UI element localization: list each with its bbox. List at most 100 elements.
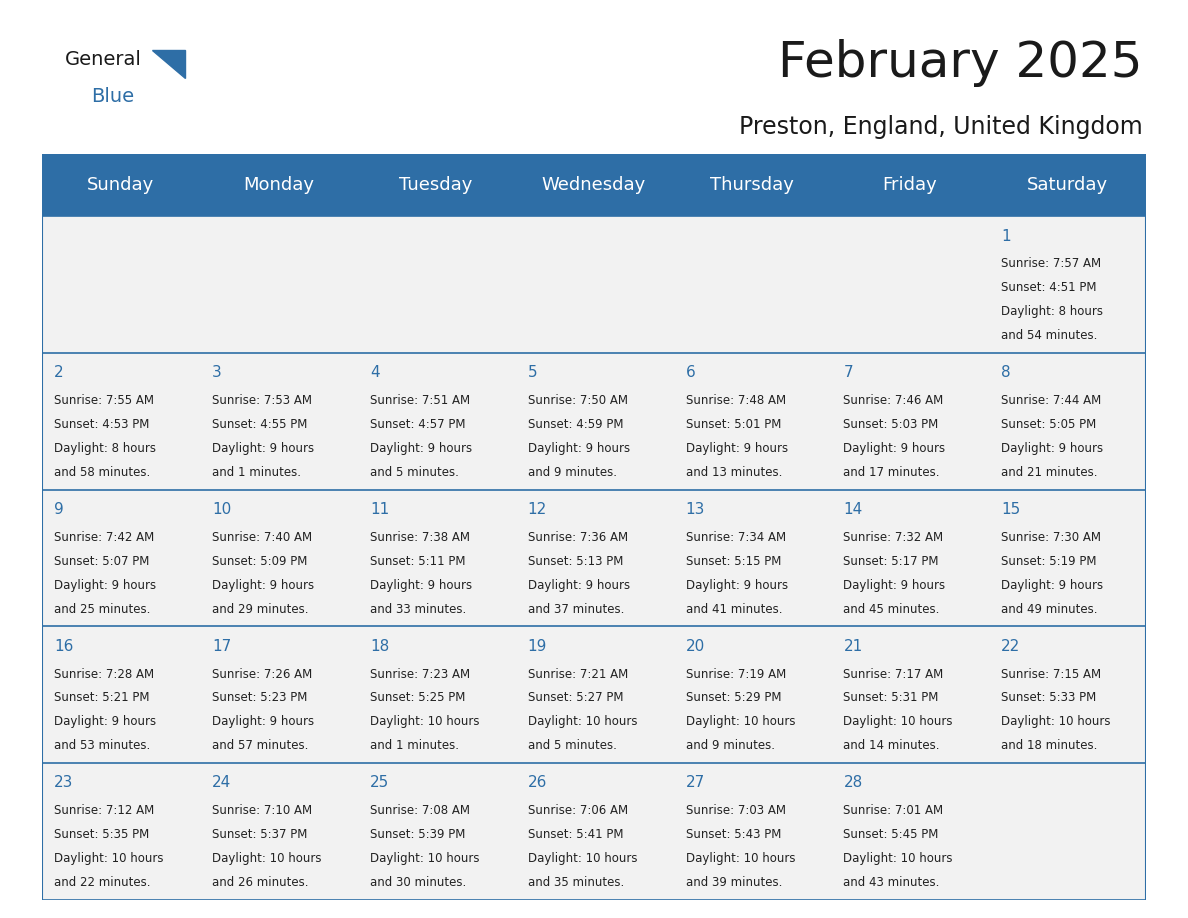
Text: Friday: Friday bbox=[883, 176, 937, 195]
Bar bbox=[516, 216, 672, 353]
Text: Sunset: 5:11 PM: Sunset: 5:11 PM bbox=[369, 554, 466, 567]
Text: 7: 7 bbox=[843, 365, 853, 380]
Text: 5: 5 bbox=[527, 365, 537, 380]
Text: Sunset: 4:59 PM: Sunset: 4:59 PM bbox=[527, 418, 624, 431]
Text: and 53 minutes.: and 53 minutes. bbox=[55, 739, 151, 753]
Text: Daylight: 8 hours: Daylight: 8 hours bbox=[1001, 306, 1104, 319]
Text: Sunrise: 7:30 AM: Sunrise: 7:30 AM bbox=[1001, 531, 1101, 543]
Text: and 21 minutes.: and 21 minutes. bbox=[1001, 466, 1098, 479]
Text: Sunset: 5:07 PM: Sunset: 5:07 PM bbox=[55, 554, 150, 567]
Text: 8: 8 bbox=[1001, 365, 1011, 380]
Text: Sunset: 5:41 PM: Sunset: 5:41 PM bbox=[527, 828, 624, 841]
Text: Sunrise: 7:42 AM: Sunrise: 7:42 AM bbox=[55, 531, 154, 543]
Bar bbox=[42, 489, 200, 626]
Text: and 25 minutes.: and 25 minutes. bbox=[55, 602, 151, 616]
Text: 6: 6 bbox=[685, 365, 695, 380]
Text: Sunrise: 7:50 AM: Sunrise: 7:50 AM bbox=[527, 394, 627, 407]
Bar bbox=[358, 489, 516, 626]
Text: Daylight: 9 hours: Daylight: 9 hours bbox=[211, 442, 314, 455]
Bar bbox=[42, 154, 1146, 216]
Text: Daylight: 9 hours: Daylight: 9 hours bbox=[843, 578, 946, 592]
Text: 26: 26 bbox=[527, 776, 548, 790]
Text: Daylight: 9 hours: Daylight: 9 hours bbox=[369, 442, 472, 455]
Text: Daylight: 8 hours: Daylight: 8 hours bbox=[55, 442, 156, 455]
Text: 16: 16 bbox=[55, 639, 74, 654]
Bar bbox=[200, 216, 358, 353]
Text: 15: 15 bbox=[1001, 502, 1020, 517]
Text: 28: 28 bbox=[843, 776, 862, 790]
Bar bbox=[988, 216, 1146, 353]
Bar bbox=[200, 353, 358, 489]
Text: Sunset: 5:05 PM: Sunset: 5:05 PM bbox=[1001, 418, 1097, 431]
Text: Daylight: 10 hours: Daylight: 10 hours bbox=[1001, 715, 1111, 728]
Bar bbox=[200, 489, 358, 626]
Text: Daylight: 10 hours: Daylight: 10 hours bbox=[843, 715, 953, 728]
Text: Daylight: 9 hours: Daylight: 9 hours bbox=[1001, 578, 1104, 592]
Text: Sunset: 4:55 PM: Sunset: 4:55 PM bbox=[211, 418, 308, 431]
Bar bbox=[830, 353, 988, 489]
Text: Sunrise: 7:15 AM: Sunrise: 7:15 AM bbox=[1001, 667, 1101, 680]
Text: and 9 minutes.: and 9 minutes. bbox=[527, 466, 617, 479]
Text: Sunrise: 7:36 AM: Sunrise: 7:36 AM bbox=[527, 531, 627, 543]
Text: and 17 minutes.: and 17 minutes. bbox=[843, 466, 940, 479]
Bar bbox=[672, 763, 830, 900]
Bar bbox=[358, 763, 516, 900]
Text: 19: 19 bbox=[527, 639, 548, 654]
Text: Blue: Blue bbox=[91, 87, 134, 106]
Text: Sunrise: 7:28 AM: Sunrise: 7:28 AM bbox=[55, 667, 154, 680]
Text: 12: 12 bbox=[527, 502, 546, 517]
Text: Sunset: 5:27 PM: Sunset: 5:27 PM bbox=[527, 691, 624, 704]
Text: Sunset: 5:03 PM: Sunset: 5:03 PM bbox=[843, 418, 939, 431]
Text: Daylight: 9 hours: Daylight: 9 hours bbox=[211, 578, 314, 592]
Text: Sunrise: 7:23 AM: Sunrise: 7:23 AM bbox=[369, 667, 470, 680]
Text: Daylight: 10 hours: Daylight: 10 hours bbox=[685, 852, 795, 865]
Text: Sunset: 5:17 PM: Sunset: 5:17 PM bbox=[843, 554, 939, 567]
Text: and 13 minutes.: and 13 minutes. bbox=[685, 466, 782, 479]
Bar bbox=[358, 353, 516, 489]
Text: Sunset: 5:19 PM: Sunset: 5:19 PM bbox=[1001, 554, 1097, 567]
Text: Sunset: 5:01 PM: Sunset: 5:01 PM bbox=[685, 418, 781, 431]
Text: and 43 minutes.: and 43 minutes. bbox=[843, 876, 940, 889]
Text: Sunset: 5:13 PM: Sunset: 5:13 PM bbox=[527, 554, 623, 567]
Text: Sunrise: 7:32 AM: Sunrise: 7:32 AM bbox=[843, 531, 943, 543]
Text: Sunset: 5:35 PM: Sunset: 5:35 PM bbox=[55, 828, 150, 841]
Text: 18: 18 bbox=[369, 639, 390, 654]
Bar bbox=[672, 216, 830, 353]
Bar bbox=[200, 763, 358, 900]
Text: and 18 minutes.: and 18 minutes. bbox=[1001, 739, 1098, 753]
Text: Daylight: 9 hours: Daylight: 9 hours bbox=[1001, 442, 1104, 455]
Text: Sunrise: 7:46 AM: Sunrise: 7:46 AM bbox=[843, 394, 943, 407]
Text: Sunrise: 7:48 AM: Sunrise: 7:48 AM bbox=[685, 394, 785, 407]
Text: Sunrise: 7:40 AM: Sunrise: 7:40 AM bbox=[211, 531, 312, 543]
Bar bbox=[516, 353, 672, 489]
Text: Sunset: 5:15 PM: Sunset: 5:15 PM bbox=[685, 554, 781, 567]
Text: Sunrise: 7:17 AM: Sunrise: 7:17 AM bbox=[843, 667, 943, 680]
Text: 22: 22 bbox=[1001, 639, 1020, 654]
Text: Daylight: 10 hours: Daylight: 10 hours bbox=[369, 715, 480, 728]
Text: Sunset: 5:31 PM: Sunset: 5:31 PM bbox=[843, 691, 939, 704]
Bar bbox=[672, 353, 830, 489]
Text: 24: 24 bbox=[211, 776, 232, 790]
Text: and 37 minutes.: and 37 minutes. bbox=[527, 602, 624, 616]
Bar bbox=[830, 216, 988, 353]
Text: Daylight: 10 hours: Daylight: 10 hours bbox=[55, 852, 164, 865]
Bar bbox=[358, 216, 516, 353]
Text: and 26 minutes.: and 26 minutes. bbox=[211, 876, 309, 889]
Text: 9: 9 bbox=[55, 502, 64, 517]
Text: and 30 minutes.: and 30 minutes. bbox=[369, 876, 466, 889]
Bar bbox=[516, 626, 672, 763]
Text: 2: 2 bbox=[55, 365, 64, 380]
Text: 13: 13 bbox=[685, 502, 704, 517]
Text: Sunset: 5:29 PM: Sunset: 5:29 PM bbox=[685, 691, 781, 704]
Text: Daylight: 10 hours: Daylight: 10 hours bbox=[843, 852, 953, 865]
Text: and 9 minutes.: and 9 minutes. bbox=[685, 739, 775, 753]
Text: Thursday: Thursday bbox=[710, 176, 794, 195]
Text: Daylight: 9 hours: Daylight: 9 hours bbox=[55, 578, 157, 592]
Text: and 49 minutes.: and 49 minutes. bbox=[1001, 602, 1098, 616]
Text: Sunrise: 7:53 AM: Sunrise: 7:53 AM bbox=[211, 394, 312, 407]
Text: Sunset: 5:37 PM: Sunset: 5:37 PM bbox=[211, 828, 308, 841]
Text: Daylight: 10 hours: Daylight: 10 hours bbox=[527, 852, 637, 865]
Text: Sunset: 5:45 PM: Sunset: 5:45 PM bbox=[843, 828, 939, 841]
Text: Sunday: Sunday bbox=[87, 176, 154, 195]
Text: Sunset: 4:53 PM: Sunset: 4:53 PM bbox=[55, 418, 150, 431]
